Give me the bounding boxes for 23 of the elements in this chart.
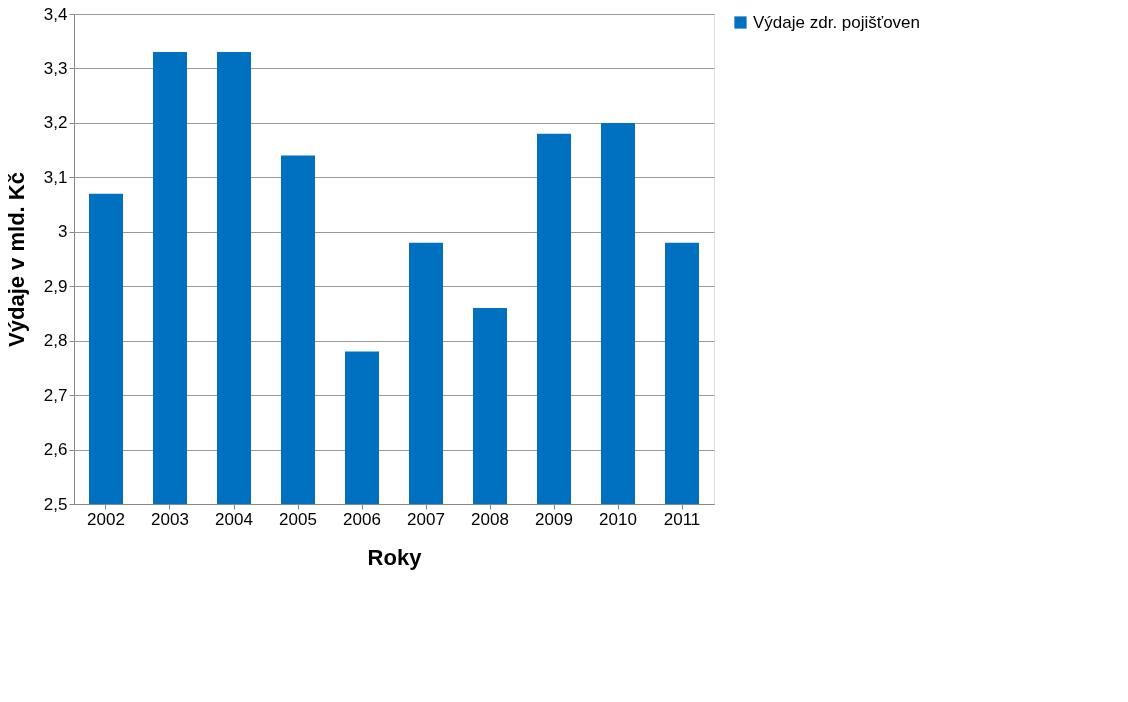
x-tick-label: 2005	[279, 509, 317, 529]
y-axis-title: Výdaje v mld. Kč	[3, 172, 29, 347]
y-tick-label: 2,6	[43, 440, 68, 460]
y-tick-label: 2,7	[43, 385, 68, 405]
x-tick-label: 2004	[215, 509, 253, 529]
x-tick-label: 2007	[407, 509, 445, 529]
y-tick-label: 3,1	[43, 167, 68, 187]
x-tick-label: 2009	[535, 509, 573, 529]
x-tick-label: 2010	[599, 509, 637, 529]
y-tick-label: 2,8	[43, 331, 68, 351]
x-tick-label: 2003	[151, 509, 189, 529]
legend-label: Výdaje zdr. pojišťoven	[753, 12, 921, 32]
y-tick-label: 3,4	[43, 4, 68, 24]
y-tick-label: 2,9	[43, 276, 68, 296]
y-tick-label: 3,2	[43, 113, 68, 133]
y-tick-label: 3,3	[43, 58, 68, 78]
x-tick-label: 2011	[663, 509, 701, 529]
x-tick-label: 2002	[87, 509, 125, 529]
x-tick-label: 2008	[471, 509, 509, 529]
y-tick-label: 3	[58, 222, 68, 242]
x-axis-title: Roky	[367, 544, 423, 570]
x-tick-label: 2006	[343, 509, 381, 529]
y-tick-label: 2,5	[43, 494, 68, 514]
